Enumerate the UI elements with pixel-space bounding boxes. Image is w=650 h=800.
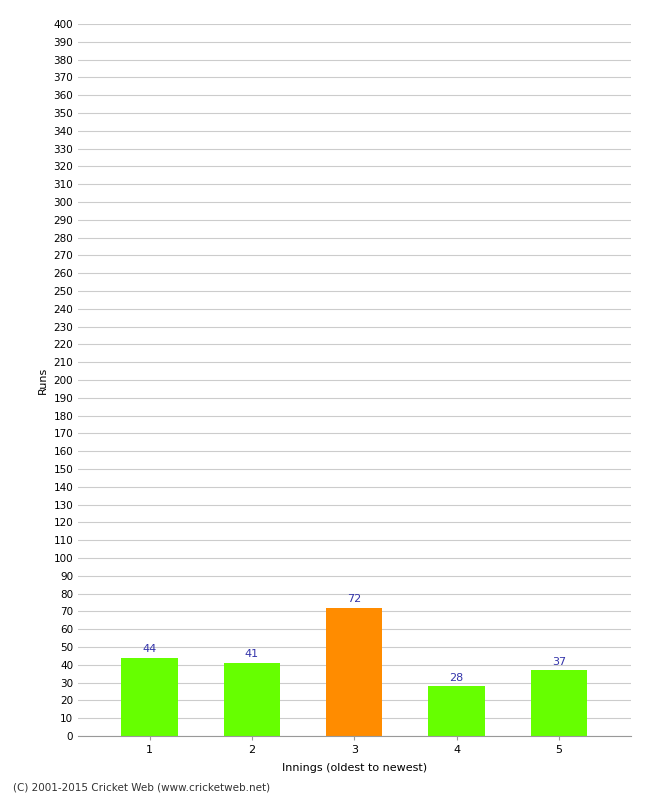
- Text: (C) 2001-2015 Cricket Web (www.cricketweb.net): (C) 2001-2015 Cricket Web (www.cricketwe…: [13, 782, 270, 792]
- Bar: [224, 663, 280, 736]
- X-axis label: Innings (oldest to newest): Innings (oldest to newest): [281, 763, 427, 774]
- Bar: [122, 658, 177, 736]
- Bar: [326, 608, 382, 736]
- Text: 28: 28: [449, 673, 463, 682]
- Text: 41: 41: [245, 650, 259, 659]
- Text: 72: 72: [347, 594, 361, 604]
- Bar: [428, 686, 485, 736]
- Text: 37: 37: [552, 657, 566, 666]
- Text: 44: 44: [142, 644, 157, 654]
- Bar: [531, 670, 587, 736]
- Y-axis label: Runs: Runs: [38, 366, 48, 394]
